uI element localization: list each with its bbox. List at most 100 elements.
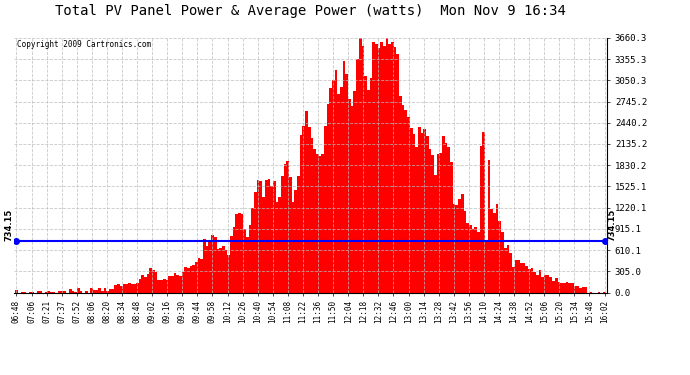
Bar (388, 44, 391, 292)
Bar (324, 126, 326, 292)
Bar (176, 274, 179, 292)
Bar (546, 275, 549, 292)
Bar (335, 70, 337, 292)
Bar (399, 96, 402, 292)
Bar (447, 147, 450, 292)
Bar (555, 278, 558, 292)
Bar (362, 46, 364, 292)
Bar (370, 78, 373, 292)
Bar (238, 213, 241, 292)
Bar (461, 194, 464, 292)
Bar (117, 284, 120, 292)
Bar (346, 74, 348, 292)
Bar (576, 286, 579, 292)
Bar (515, 260, 518, 292)
Bar (72, 291, 75, 292)
Bar (485, 242, 488, 292)
Bar (219, 248, 222, 292)
Bar (297, 176, 299, 292)
Bar (528, 269, 531, 292)
Bar (520, 263, 522, 292)
Bar (230, 236, 233, 292)
Bar (394, 47, 397, 292)
Bar (305, 111, 308, 292)
Bar (533, 272, 536, 292)
Bar (157, 280, 160, 292)
Bar (63, 291, 66, 292)
Bar (552, 281, 555, 292)
Bar (582, 287, 584, 292)
Bar (431, 155, 434, 292)
Bar (278, 197, 281, 292)
Bar (174, 273, 176, 292)
Bar (275, 202, 278, 292)
Bar (115, 285, 117, 292)
Bar (498, 221, 501, 292)
Bar (310, 138, 313, 292)
Bar (584, 286, 587, 292)
Bar (224, 251, 227, 292)
Bar (251, 208, 254, 292)
Bar (571, 283, 573, 292)
Bar (190, 267, 193, 292)
Bar (329, 88, 332, 292)
Bar (39, 291, 42, 292)
Bar (93, 290, 96, 292)
Bar (289, 177, 292, 292)
Bar (377, 48, 380, 292)
Text: 734.15: 734.15 (5, 209, 14, 242)
Bar (407, 117, 410, 292)
Bar (569, 283, 571, 292)
Bar (563, 283, 566, 292)
Bar (410, 128, 413, 292)
Bar (187, 268, 190, 292)
Bar (474, 227, 477, 292)
Bar (37, 291, 39, 292)
Bar (217, 249, 219, 292)
Bar (246, 237, 248, 292)
Bar (308, 128, 310, 292)
Bar (106, 291, 109, 292)
Bar (257, 180, 259, 292)
Bar (254, 192, 257, 292)
Bar (125, 285, 128, 292)
Bar (386, 38, 388, 292)
Bar (539, 270, 542, 292)
Bar (166, 280, 168, 292)
Bar (542, 277, 544, 292)
Bar (506, 245, 509, 292)
Bar (531, 268, 533, 292)
Bar (96, 290, 99, 292)
Bar (340, 87, 343, 292)
Bar (193, 265, 195, 292)
Bar (15, 290, 18, 292)
Bar (326, 104, 329, 292)
Bar (491, 209, 493, 292)
Bar (284, 164, 286, 292)
Bar (471, 229, 474, 292)
Bar (453, 204, 455, 292)
Bar (299, 135, 302, 292)
Bar (295, 189, 297, 292)
Bar (440, 153, 442, 292)
Bar (373, 42, 375, 292)
Bar (319, 156, 322, 292)
Bar (208, 243, 211, 292)
Bar (397, 54, 399, 292)
Bar (195, 262, 198, 292)
Bar (130, 284, 133, 292)
Bar (590, 291, 593, 292)
Bar (464, 211, 466, 292)
Bar (198, 258, 200, 292)
Bar (211, 236, 214, 292)
Bar (77, 288, 79, 292)
Bar (152, 270, 155, 292)
Bar (566, 282, 569, 292)
Bar (332, 80, 335, 292)
Bar (364, 76, 367, 292)
Bar (200, 259, 203, 292)
Bar (348, 99, 351, 292)
Bar (227, 255, 230, 292)
Bar (292, 202, 295, 292)
Bar (248, 225, 251, 292)
